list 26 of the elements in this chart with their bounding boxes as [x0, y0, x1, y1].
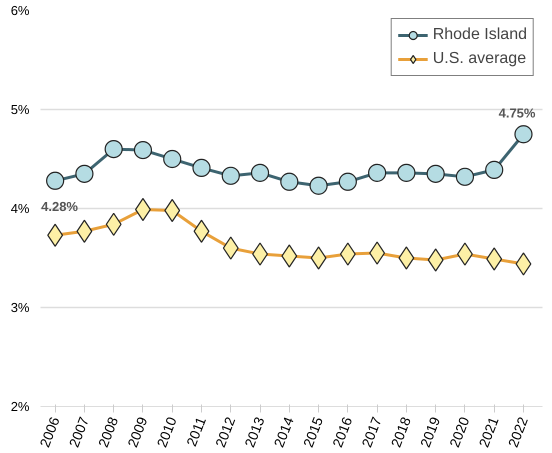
annotation: 4.28% [41, 198, 78, 214]
x-tick-label: 2016 [329, 414, 356, 450]
annotation: 4.75% [498, 105, 536, 120]
x-tick-label: 2020 [446, 414, 472, 450]
y-tick-label: 3% [10, 300, 30, 315]
x-tick-label: 2007 [66, 414, 92, 450]
x-tick-label: 2012 [212, 414, 238, 450]
x-tick-label: 2014 [270, 414, 297, 450]
y-tick-label: 5% [10, 102, 30, 117]
x-tick-label: 2019 [416, 414, 444, 450]
x-tick-label: 2010 [153, 414, 180, 450]
x-tick-label: 2018 [388, 414, 414, 450]
x-tick-label: 2015 [300, 414, 326, 450]
x-tick-label: 2011 [183, 414, 210, 448]
x-tick-label: 2022 [504, 414, 532, 450]
y-tick-label: 2% [10, 399, 30, 414]
y-tick-label: 4% [10, 201, 30, 216]
x-tick-label: 2021 [475, 414, 502, 450]
x-tick-label: 2013 [241, 414, 268, 450]
x-tick-label: 2006 [36, 414, 63, 450]
x-tick-label: 2017 [358, 414, 385, 450]
legend-label: Rhode Island [432, 26, 527, 44]
y-tick-label: 6% [10, 3, 30, 18]
x-tick-label: 2008 [94, 414, 122, 450]
x-tick-label: 2009 [124, 414, 150, 450]
legend-label: U.S. average [432, 50, 526, 68]
